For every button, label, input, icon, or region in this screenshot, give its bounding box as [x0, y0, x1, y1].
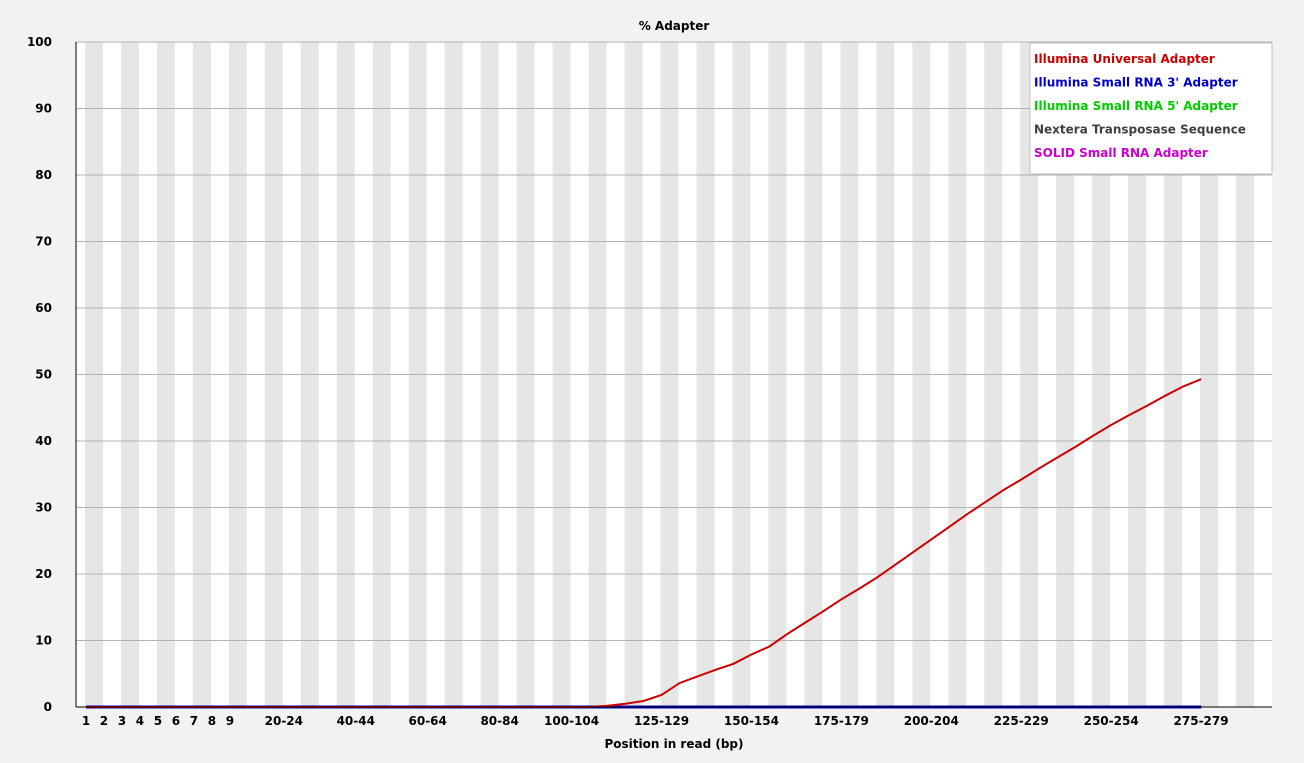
x-tick-label: 275-279 — [1174, 714, 1229, 728]
legend-entry: SOLID Small RNA Adapter — [1034, 146, 1208, 160]
legend-box — [1029, 42, 1273, 175]
legend-entry: Illumina Small RNA 5' Adapter — [1034, 99, 1238, 113]
horizontal-gridlines — [76, 41, 1272, 641]
x-tick-label: 80-84 — [480, 714, 518, 728]
chart-title: % Adapter — [639, 19, 710, 33]
y-tick-label: 40 — [35, 434, 52, 448]
x-tick-label: 175-179 — [814, 714, 869, 728]
x-axis-title: Position in read (bp) — [604, 737, 743, 751]
x-tick-label: 225-229 — [994, 714, 1049, 728]
y-tick-label: 80 — [35, 168, 52, 182]
x-axis-ticks: 1 2 3 4 5 6 7 8 9 20-24 40-44 60-64 80-84 100-104 125-… — [82, 714, 1229, 728]
y-axis-ticks: 0 10 20 30 40 50 60 70 80 90 100 — [27, 35, 52, 714]
x-tick-label: 250-254 — [1084, 714, 1139, 728]
y-tick-label: 90 — [35, 102, 52, 116]
x-tick-label: 60-64 — [409, 714, 447, 728]
x-tick-label: 7 — [190, 714, 198, 728]
x-tick-label: 40-44 — [337, 714, 375, 728]
x-tick-label: 3 — [118, 714, 126, 728]
x-tick-label: 125-129 — [634, 714, 689, 728]
x-tick-label: 200-204 — [904, 714, 959, 728]
legend-entry: Illumina Universal Adapter — [1034, 52, 1215, 66]
column-bands — [84, 42, 1255, 707]
y-tick-label: 50 — [35, 368, 52, 382]
y-tick-label: 10 — [35, 634, 52, 648]
x-tick-label: 4 — [136, 714, 144, 728]
x-tick-label: 9 — [226, 714, 234, 728]
x-tick-label: 6 — [172, 714, 180, 728]
y-tick-label: 100 — [27, 35, 52, 49]
legend-entry: Illumina Small RNA 3' Adapter — [1034, 76, 1238, 90]
x-tick-label: 1 — [82, 714, 90, 728]
y-tick-label: 0 — [44, 700, 52, 714]
y-tick-label: 20 — [35, 567, 52, 581]
legend: Illumina Universal Adapter Illumina Small… — [1029, 42, 1273, 175]
x-tick-label: 20-24 — [265, 714, 303, 728]
y-tick-label: 30 — [35, 501, 52, 515]
legend-entry: Nextera Transposase Sequence — [1034, 123, 1246, 137]
y-tick-label: 70 — [35, 235, 52, 249]
x-tick-label: 2 — [100, 714, 108, 728]
x-tick-label: 150-154 — [724, 714, 779, 728]
x-tick-label: 100-104 — [544, 714, 599, 728]
x-tick-label: 8 — [208, 714, 216, 728]
y-tick-label: 60 — [35, 301, 52, 315]
x-tick-label: 5 — [154, 714, 162, 728]
